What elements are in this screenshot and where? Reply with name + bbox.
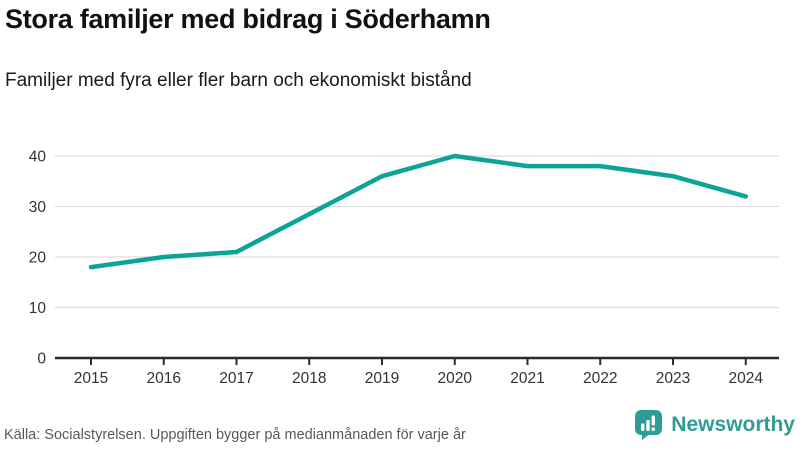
chart-subtitle: Familjer med fyra eller fler barn och ek… (5, 70, 472, 91)
source-note: Källa: Socialstyrelsen. Uppgiften bygger… (4, 427, 466, 443)
newsworthy-logo: Newsworthy (634, 409, 795, 440)
y-axis-label: 20 (29, 250, 47, 267)
x-axis-label: 2022 (583, 370, 617, 387)
y-axis-label: 10 (29, 300, 47, 317)
y-axis-label: 40 (29, 149, 47, 166)
newsworthy-logo-text: Newsworthy (671, 412, 795, 436)
x-axis-label: 2019 (365, 370, 399, 387)
x-axis-label: 2018 (292, 370, 326, 387)
x-axis-label: 2016 (147, 370, 181, 387)
x-axis-label: 2021 (510, 370, 544, 387)
page-title: Stora familjer med bidrag i Söderhamn (5, 4, 491, 34)
y-axis-label: 0 (37, 351, 46, 368)
x-axis-label: 2015 (74, 370, 108, 387)
x-axis-label: 2023 (656, 370, 690, 387)
x-axis-label: 2024 (729, 370, 764, 387)
y-axis-label: 30 (29, 199, 47, 216)
x-axis-label: 2017 (219, 370, 253, 387)
bar-chart-speech-bubble-icon (635, 410, 663, 440)
data-line-series (88, 153, 748, 270)
x-axis-label: 2020 (438, 370, 473, 387)
